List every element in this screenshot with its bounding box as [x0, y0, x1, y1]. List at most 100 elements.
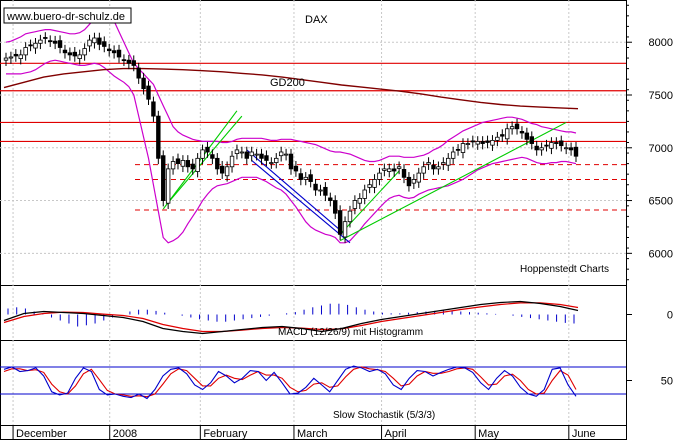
candle-body [421, 166, 426, 174]
candle-body [411, 179, 417, 184]
candle-body [293, 165, 299, 172]
candle-body [455, 148, 461, 151]
candle-body [234, 149, 240, 154]
candle-body [190, 163, 195, 170]
candle-body [318, 189, 323, 192]
candle-body [465, 143, 471, 145]
candle-body [323, 186, 328, 196]
candle-body [313, 183, 318, 191]
candle-body [18, 54, 23, 59]
candle-body [244, 151, 249, 159]
trend-up-line [339, 121, 567, 242]
candle-body [480, 141, 485, 144]
candle-body [195, 157, 200, 172]
candle-body [431, 164, 436, 170]
x-tick-label: December [16, 428, 67, 440]
candle-body [283, 153, 289, 156]
candle-body [106, 48, 112, 52]
source-label: Hoppenstedt Charts [520, 264, 609, 275]
y-axis-ticks: 8000 7500 7000 6500 6000 0 50 [626, 4, 673, 388]
candle-body [229, 155, 235, 168]
bollinger-bands [3, 12, 579, 244]
gd200-line [3, 67, 579, 110]
candle-body [175, 158, 181, 165]
candle-body [151, 101, 156, 117]
trend-down-line [246, 149, 346, 235]
candle-body [436, 166, 441, 170]
candle-body [38, 39, 43, 44]
candle-body [367, 184, 372, 188]
candle-body [441, 162, 446, 165]
candle-body [116, 49, 122, 58]
candle-body [102, 41, 107, 47]
candle-body [72, 51, 77, 57]
trend-down-line [251, 160, 351, 244]
candlesticks [3, 32, 579, 243]
price-tick-label: 7500 [649, 90, 673, 102]
candle-body [500, 134, 505, 137]
candle-body [136, 67, 141, 79]
gd200-label: GD200 [270, 77, 305, 89]
candle-body [3, 57, 9, 61]
candle-body [559, 140, 564, 147]
candle-body [220, 165, 225, 174]
candle-body [519, 131, 525, 134]
x-tick-label: May [478, 428, 499, 440]
candle-body [568, 147, 574, 151]
x-tick-label: 2008 [113, 428, 137, 440]
candle-body [485, 140, 490, 143]
candle-body [239, 151, 245, 154]
chart-title: DAX [305, 14, 328, 26]
candle-body [200, 149, 205, 159]
candle-body [23, 47, 28, 56]
macd-line [3, 300, 579, 335]
candle-body [416, 172, 421, 183]
candle-body [406, 176, 412, 187]
candle-body [165, 168, 171, 204]
candle-body [215, 157, 220, 170]
bollinger-lower-line [6, 59, 577, 244]
candle-body [43, 37, 48, 39]
candle-body [8, 56, 14, 59]
candle-body [126, 59, 132, 64]
candle-body [495, 136, 500, 141]
candle-body [470, 140, 476, 143]
candle-body [274, 157, 279, 163]
candle-body [28, 44, 33, 47]
watermark-box [3, 7, 132, 24]
candle-body [57, 40, 63, 48]
candle-body [450, 151, 456, 159]
candle-body [539, 147, 544, 151]
x-tick-label: February [203, 428, 248, 440]
candle-body [210, 154, 215, 159]
candle-body [377, 172, 382, 180]
candle-body [87, 39, 92, 47]
candle-body [156, 115, 161, 159]
candle-body [13, 53, 19, 57]
candle-body [328, 197, 333, 201]
candle-body [337, 210, 343, 235]
stoch-panel-frame [0, 340, 627, 426]
candle-body [269, 162, 274, 164]
candle-body [111, 50, 117, 54]
candle-body [573, 146, 579, 157]
candle-body [391, 168, 397, 172]
stoch-tick-label: 50 [661, 376, 673, 388]
candle-body [549, 142, 554, 149]
grid-lines [0, 0, 626, 425]
candle-body [514, 123, 520, 130]
watermark-text: www.buero-dr-schulz.de [6, 11, 125, 23]
candle-body [333, 200, 338, 214]
candle-body [303, 176, 308, 180]
stochastic-lines [0, 365, 626, 400]
candle-body [524, 132, 530, 140]
candle-body [288, 153, 294, 170]
candle-body [259, 153, 264, 159]
candle-body [224, 166, 230, 177]
candle-body [544, 144, 549, 147]
candle-body [509, 126, 515, 130]
candle-body [161, 155, 166, 201]
candle-body [308, 174, 313, 182]
stoch-k-line [3, 365, 577, 400]
